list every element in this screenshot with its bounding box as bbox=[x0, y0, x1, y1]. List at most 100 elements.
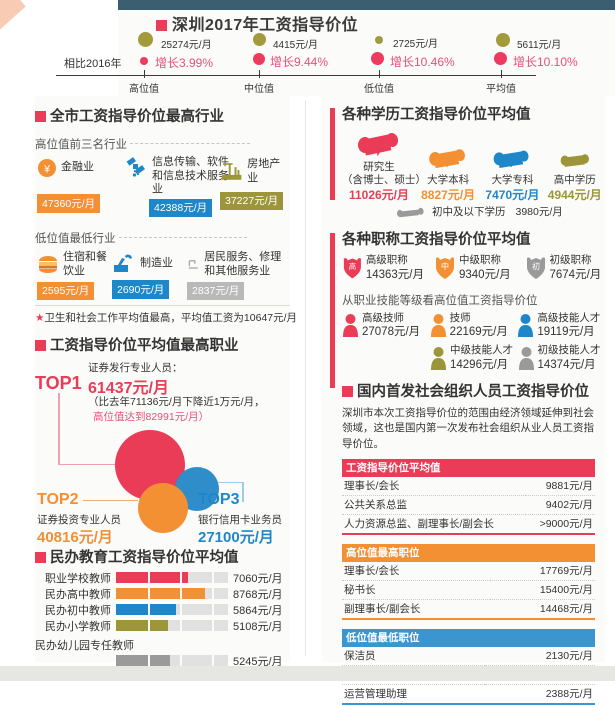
building-crane-icon bbox=[221, 162, 242, 180]
tick-mark bbox=[143, 70, 145, 78]
axis-tick-label-3: 平均值 bbox=[486, 84, 516, 95]
top2-value: 40816元/月 bbox=[37, 528, 113, 546]
bar-label-3: 民办小学教师 bbox=[45, 620, 111, 633]
bar-gap bbox=[212, 655, 214, 667]
value-dot-1 bbox=[253, 33, 266, 46]
education-items: 研究生 （含博士、硕士） 11026元/月 大学本科 8827元/月 bbox=[342, 130, 605, 203]
compare-label: 相比2016年 bbox=[64, 58, 122, 70]
skill-value-1: 22169元/月 bbox=[449, 326, 508, 339]
industry-low-value-2: 2837元/月 bbox=[187, 281, 245, 301]
skill-item-2: 高级技能人才 19119元/月 bbox=[517, 312, 605, 341]
row-label: 人力资源总监、副理事长/副会长 bbox=[344, 518, 494, 531]
industry-low-items: 住宿和餐饮业 2595元/月 制造业 bbox=[35, 251, 290, 303]
diploma-scroll-icon bbox=[494, 150, 529, 168]
axis-tick-label-0: 高位值 bbox=[129, 84, 159, 95]
top1-leader-line-v bbox=[58, 392, 60, 465]
title-name-1: 中级职称 bbox=[459, 254, 501, 267]
bar-label-4: 民办幼儿园专任教师 bbox=[35, 639, 134, 652]
title-item-1: 中 中级职称 9340元/月 bbox=[434, 254, 515, 283]
row-value: 14468元/月 bbox=[539, 603, 593, 616]
industry-item-2: 房地产业 37227元/月 bbox=[220, 158, 290, 211]
row-value: 9402元/月 bbox=[526, 495, 595, 515]
top1-note-line1: （比去年71136元/月下降近1万元/月， bbox=[88, 395, 265, 408]
bar-gap bbox=[180, 655, 182, 667]
table-row: 公共关系总监 9402元/月 bbox=[342, 495, 595, 515]
value-dot-2 bbox=[375, 36, 383, 44]
bar-gap bbox=[148, 572, 150, 584]
skills-row-2: 中级技能人才 14296元/月 初级技能人才 14374元/月 bbox=[430, 344, 605, 373]
titles-items: 高 高级职称 14363元/月 中 中级职称 9340元/月 bbox=[342, 254, 605, 283]
value-label-0: 25274元/月 bbox=[161, 40, 212, 51]
skill-name-3: 中级技能人才 bbox=[450, 344, 513, 357]
factory-arm-icon bbox=[114, 254, 132, 272]
skill-text-2: 高级技能人才 19119元/月 bbox=[537, 312, 600, 341]
section-industry-heading: 全市工资指导价位最高行业 bbox=[35, 109, 290, 126]
star-icon: ★ bbox=[35, 311, 45, 324]
skill-name-4: 初级技能人才 bbox=[537, 344, 601, 357]
axis-tick-0: 高位值 bbox=[124, 70, 164, 95]
row-label: 理事长/会长 bbox=[342, 561, 490, 581]
value-label-3: 5611元/月 bbox=[517, 40, 562, 51]
bubble-top2 bbox=[138, 482, 188, 533]
right-column: 各种学历工资指导价位平均值 研究生 （含博士、硕士） 11026元/月 bbox=[330, 96, 605, 705]
table-row: 秘书长 15400元/月 bbox=[342, 580, 595, 600]
axis-tick-label-1: 中位值 bbox=[244, 84, 274, 95]
row-value: 2130元/月 bbox=[485, 646, 595, 666]
education-value-0: 11026元/月 bbox=[348, 188, 410, 203]
skill-name-2: 高级技能人才 bbox=[537, 311, 601, 324]
education-item-2: 大学专科 7470元/月 bbox=[480, 145, 544, 204]
bar-gap bbox=[212, 620, 214, 632]
footer-band bbox=[0, 666, 615, 681]
red-square-bullet-icon bbox=[35, 111, 46, 122]
growth-dot-3 bbox=[494, 52, 507, 65]
bar-gap bbox=[180, 604, 182, 616]
table-row: 保洁员 2130元/月 bbox=[342, 646, 595, 666]
header-topbar bbox=[118, 0, 615, 10]
row-value: 17769元/月 bbox=[489, 561, 595, 581]
top1-leader-line-h bbox=[58, 463, 116, 466]
axis-tick-label-2: 低位值 bbox=[364, 84, 394, 95]
title-text-0: 高级职称 14363元/月 bbox=[366, 254, 424, 283]
education-value-3: 4944元/月 bbox=[547, 188, 602, 203]
skill-name-0: 高级技师 bbox=[362, 311, 404, 324]
value-label-2: 2725元/月 bbox=[393, 39, 439, 50]
bubble-chart: 证券发行专业人员： TOP1 61437元/月 （比去年71136元/月下降近1… bbox=[35, 355, 290, 555]
row-label: 秘书长 bbox=[342, 580, 490, 600]
row-value: >9000元/月 bbox=[539, 518, 593, 531]
industry-name-1: 信息传输、软件和信息技术服务业 bbox=[152, 155, 229, 196]
industry-name-0: 金融业 bbox=[61, 161, 94, 174]
industry-low-item-0: 住宿和餐饮业 2595元/月 bbox=[37, 251, 107, 301]
industry-low-name-1: 制造业 bbox=[140, 257, 173, 270]
bar-track-2 bbox=[116, 604, 228, 616]
section-education: 各种学历工资指导价位平均值 研究生 （含博士、硕士） 11026元/月 bbox=[330, 96, 605, 219]
industry-note: ★卫生和社会工作平均值最高，平均值工资为10647元/月 bbox=[35, 311, 298, 324]
title-item-2: 初 初级职称 7674元/月 bbox=[525, 254, 606, 283]
top3-leader-line-v bbox=[242, 481, 244, 502]
bar-row: 民办高中教师 8768元/月 bbox=[35, 588, 290, 601]
table-row: 人力资源总监、副理事长/副会长 >9000元/月 bbox=[342, 514, 595, 533]
industry-low-subhead: 低位值最低行业 bbox=[35, 230, 290, 246]
person-icon bbox=[430, 313, 446, 337]
private-edu-bars: 职业学校教师 7060元/月 民办高中教师 bbox=[35, 572, 290, 668]
satellite-icon bbox=[126, 157, 145, 177]
tick-mark bbox=[258, 70, 260, 78]
bar-gap bbox=[212, 572, 214, 584]
industry-low-value-0: 2595元/月 bbox=[37, 281, 95, 301]
bar-gap bbox=[148, 604, 150, 616]
industry-item-1: 信息传输、软件和信息技术服务业 42388元/月 bbox=[123, 155, 230, 218]
growth-label-3: 增长10.10% bbox=[513, 55, 578, 69]
bar-gap bbox=[148, 588, 150, 600]
bar-track-1 bbox=[116, 588, 228, 600]
bar-row: 民办初中教师 5864元/月 bbox=[35, 604, 290, 617]
top3-value: 27100元/月 bbox=[198, 528, 274, 546]
bar-gap bbox=[148, 620, 150, 632]
education-extra-value: 3980元/月 bbox=[515, 205, 563, 218]
skill-item-3: 中级技能人才 14296元/月 bbox=[430, 344, 518, 373]
top3-occupation: 银行信用卡业务员 bbox=[198, 513, 282, 526]
industry-value-2: 37227元/月 bbox=[220, 191, 284, 211]
row-label: 副理事长/副会长 bbox=[344, 603, 421, 616]
page-title: 深圳2017年工资指导价位 bbox=[156, 11, 358, 35]
bar-gap bbox=[180, 588, 182, 600]
bar-fill-4 bbox=[116, 655, 170, 667]
section-top-occupations-heading: 工资指导价位平均值最高职业 bbox=[35, 338, 290, 355]
